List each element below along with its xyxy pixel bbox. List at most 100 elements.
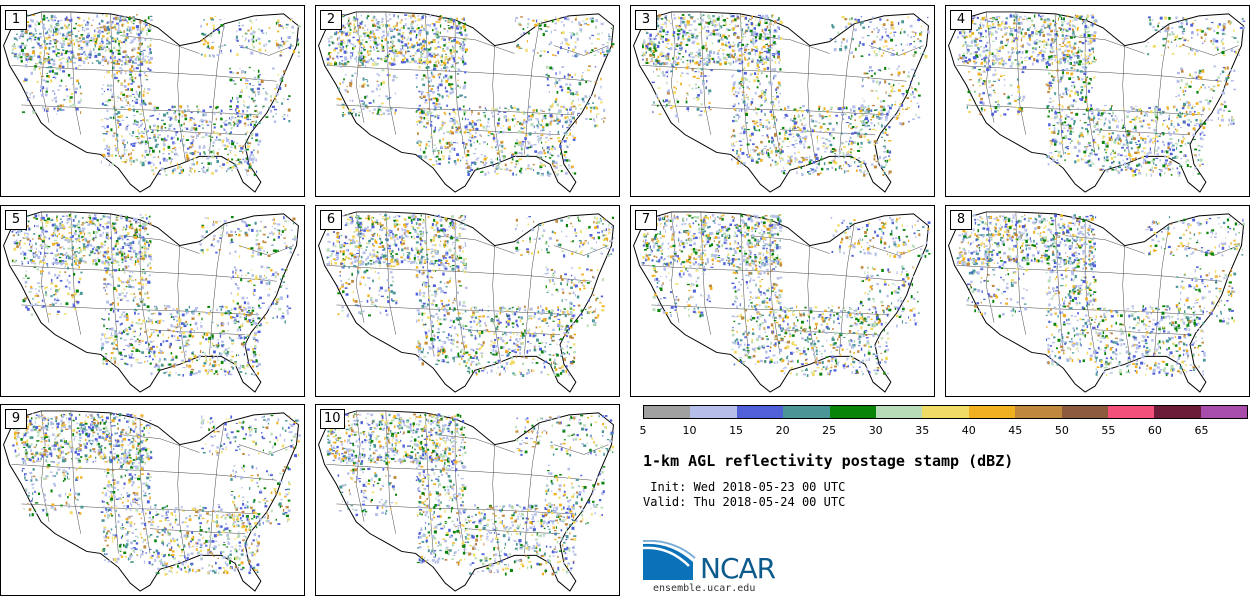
colorbar-tick-label: 20 — [775, 424, 790, 437]
member-label: 10 — [320, 409, 345, 429]
colorbar-segment — [1200, 406, 1248, 418]
state-border — [239, 444, 294, 455]
reflectivity-field — [641, 213, 931, 377]
reflectivity-field — [641, 14, 930, 177]
state-border — [1084, 19, 1096, 155]
state-border — [651, 104, 889, 116]
state-border — [70, 211, 81, 335]
map-panel-7: 7 — [630, 205, 935, 397]
state-border — [120, 235, 200, 254]
state-border — [139, 418, 151, 554]
map-panel-4: 4 — [945, 5, 1250, 197]
colorbar-segment — [644, 406, 691, 418]
member-label: 2 — [320, 10, 342, 30]
logo-text: NCAR — [700, 552, 776, 585]
state-border — [465, 329, 561, 335]
member-label: 3 — [635, 10, 657, 30]
state-border — [1095, 129, 1191, 135]
state-border — [239, 45, 294, 56]
reflectivity-field — [326, 13, 615, 177]
colorbar-segment — [783, 406, 830, 418]
state-border — [554, 45, 609, 56]
state-border — [492, 245, 501, 363]
colorbar-segment — [1061, 406, 1108, 418]
colorbar-segment — [829, 406, 876, 418]
state-border — [839, 23, 855, 155]
state-border — [21, 104, 259, 116]
member-label: 7 — [635, 210, 657, 230]
colorbar-tick-label: 45 — [1008, 424, 1023, 437]
state-border — [740, 213, 749, 355]
colorbar-tick-label: 65 — [1194, 424, 1209, 437]
map-panel-6: 6 — [315, 205, 620, 397]
state-border — [554, 245, 609, 256]
state-border — [554, 444, 609, 455]
state-border — [150, 329, 246, 335]
member-label: 5 — [5, 210, 27, 230]
country-outline — [318, 11, 614, 193]
colorbar-tick-label: 50 — [1054, 424, 1069, 437]
state-border — [700, 211, 711, 335]
reflectivity-field — [956, 14, 1246, 177]
colorbar-tick-label: 15 — [729, 424, 744, 437]
colorbar-tick-label: 5 — [639, 424, 647, 437]
state-border — [326, 265, 592, 282]
state-border — [435, 235, 515, 254]
state-border — [1122, 245, 1131, 363]
state-border — [425, 13, 434, 155]
plot-title: 1-km AGL reflectivity postage stamp (dBZ… — [643, 452, 1014, 470]
reflectivity-field — [326, 413, 614, 576]
state-border — [177, 444, 186, 562]
colorbar-tick-label: 10 — [682, 424, 697, 437]
member-label: 9 — [5, 409, 27, 429]
valid-time: Valid: Thu 2018-05-24 00 UTC — [643, 495, 846, 509]
state-border — [839, 223, 855, 355]
state-border — [1095, 329, 1191, 335]
colorbar-segment — [736, 406, 784, 418]
state-border — [524, 223, 540, 355]
map-panel-1: 1 — [0, 5, 305, 197]
logo-url: ensemble.ucar.edu — [653, 583, 756, 594]
state-border — [110, 213, 119, 355]
state-border — [435, 434, 515, 453]
colorbar-tick-label: 30 — [868, 424, 883, 437]
state-border — [70, 410, 81, 534]
colorbar-ticks: 5 10 15 20 25 30 35 40 45 50 55 60 65 — [639, 424, 1248, 438]
state-border — [750, 35, 830, 54]
state-border — [700, 11, 711, 135]
state-border — [956, 65, 1222, 82]
country-outline — [948, 11, 1244, 193]
map-panel-2: 2 — [315, 5, 620, 197]
state-border — [110, 412, 119, 554]
state-border — [492, 45, 501, 163]
colorbar-segment — [922, 406, 969, 418]
state-border — [465, 129, 561, 135]
state-border — [21, 304, 259, 316]
colorbar-tick-label: 35 — [915, 424, 930, 437]
state-border — [641, 265, 907, 282]
colorbar-segment — [1107, 406, 1155, 418]
state-border — [209, 422, 225, 554]
colorbar — [643, 405, 1248, 419]
state-border — [336, 503, 574, 515]
colorbar-tick-label: 25 — [822, 424, 837, 437]
map-panel-3: 3 — [630, 5, 935, 197]
state-border — [326, 65, 592, 82]
state-border — [1184, 45, 1239, 56]
state-border — [1154, 23, 1170, 155]
init-time: Init: Wed 2018-05-23 00 UTC — [643, 480, 846, 494]
member-label: 6 — [320, 210, 342, 230]
colorbar-segment — [875, 406, 923, 418]
reflectivity-field — [326, 213, 615, 378]
state-border — [40, 410, 50, 522]
state-border — [425, 213, 434, 355]
country-outline — [3, 410, 299, 592]
state-border — [454, 219, 466, 355]
map-panel-10: 10 — [315, 404, 620, 596]
state-border — [209, 23, 225, 155]
state-border — [807, 45, 816, 163]
map-panel-9: 9 — [0, 404, 305, 596]
state-border — [177, 245, 186, 363]
state-border — [1065, 235, 1145, 254]
state-border — [209, 223, 225, 355]
